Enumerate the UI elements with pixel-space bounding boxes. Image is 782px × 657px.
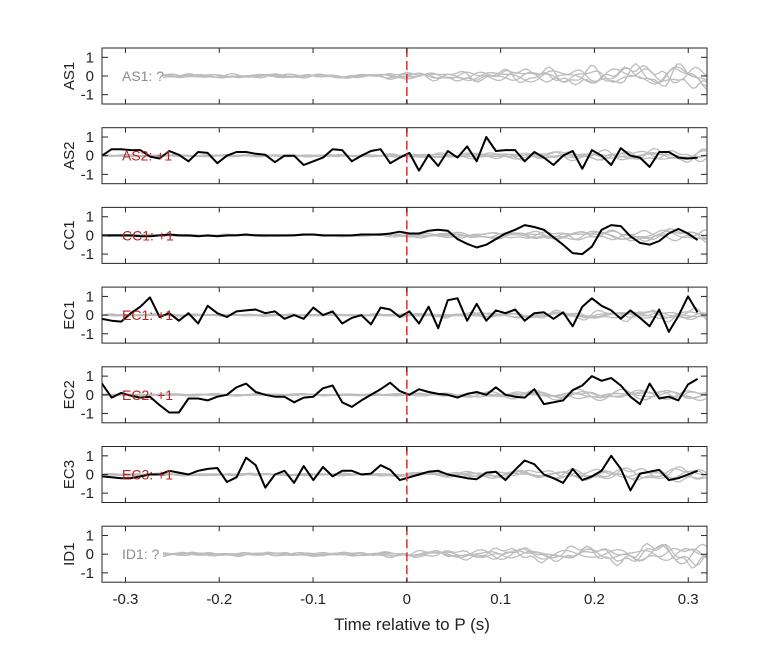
y-axis-label: EC1 <box>61 301 78 330</box>
x-tick-label: 0.1 <box>490 591 511 608</box>
y-tick-label: 1 <box>86 209 94 226</box>
y-tick-label: -1 <box>81 405 94 422</box>
y-tick-label: -1 <box>81 485 94 502</box>
x-tick-label: 0.2 <box>584 591 605 608</box>
y-tick-label: -1 <box>81 246 94 263</box>
series-line <box>102 224 699 256</box>
y-tick-label: 1 <box>86 368 94 385</box>
y-axis-label: ID1 <box>61 543 78 566</box>
gray-trace <box>162 542 707 569</box>
y-tick-label: 1 <box>86 49 94 66</box>
background-traces <box>102 388 707 402</box>
y-tick-label: 0 <box>86 68 94 85</box>
y-axis-label: AS1 <box>61 62 78 90</box>
gray-trace <box>162 543 707 565</box>
series-line <box>102 295 699 333</box>
gray-trace <box>102 391 707 399</box>
y-tick-label: 1 <box>86 129 94 146</box>
y-tick-label: 0 <box>86 148 94 165</box>
background-traces <box>162 542 707 569</box>
gray-trace <box>162 67 707 87</box>
y-tick-label: 0 <box>86 307 94 324</box>
x-tick-label: -0.1 <box>300 591 326 608</box>
y-axis-label: EC2 <box>61 380 78 409</box>
gray-trace <box>162 62 707 91</box>
panel-annotation: EC3: +1 <box>122 467 173 483</box>
background-traces <box>102 465 707 483</box>
y-tick-label: -1 <box>81 326 94 343</box>
gray-trace <box>162 66 707 85</box>
series-line <box>102 375 699 414</box>
y-tick-label: -1 <box>81 565 94 582</box>
gray-trace <box>102 468 707 480</box>
y-tick-label: -1 <box>81 87 94 104</box>
y-tick-label: 0 <box>86 227 94 244</box>
y-tick-label: 1 <box>86 288 94 305</box>
y-tick-label: 0 <box>86 387 94 404</box>
y-tick-label: 1 <box>86 528 94 545</box>
background-traces <box>162 62 707 91</box>
panel-annotation: CC1: +1 <box>122 227 174 243</box>
x-tick-label: 0.3 <box>678 591 699 608</box>
y-tick-label: 0 <box>86 467 94 484</box>
panel-annotation: ID1: ? <box>122 546 160 562</box>
y-tick-label: 0 <box>86 546 94 563</box>
y-axis-label: CC1 <box>61 220 78 250</box>
y-tick-label: -1 <box>81 166 94 183</box>
x-tick-label: -0.2 <box>206 591 232 608</box>
y-axis-label: AS2 <box>61 142 78 170</box>
y-axis-label: EC3 <box>61 460 78 489</box>
x-axis-label: Time relative to P (s) <box>334 615 490 634</box>
series-line <box>102 136 698 172</box>
panel-annotation: EC2: +1 <box>122 387 173 403</box>
x-axis: -0.3 -0.2 -0.1 0 0.1 0.2 0.3 <box>113 591 699 608</box>
x-tick-label: -0.3 <box>113 591 139 608</box>
panel-annotation: EC1: +1 <box>122 307 173 323</box>
panel-annotation: AS2: +1 <box>122 148 172 164</box>
y-tick-label: 1 <box>86 448 94 465</box>
series-line <box>102 454 698 492</box>
x-tick-label: 0 <box>403 591 411 608</box>
panel-annotation: AS1: ? <box>122 68 164 84</box>
